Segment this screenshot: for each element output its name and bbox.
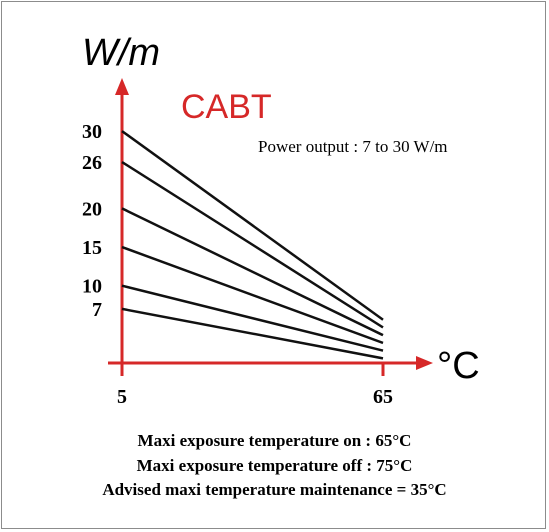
series-line-26 <box>121 160 384 329</box>
series-line-15 <box>121 245 384 345</box>
series-line-30 <box>121 130 384 321</box>
caption-maintenance: Advised maxi temperature maintenance = 3… <box>102 480 447 499</box>
y-tick-label: 26 <box>82 152 102 174</box>
y-tick-label: 15 <box>82 237 102 259</box>
series-line-7 <box>121 307 384 360</box>
power-output-annotation: Power output : 7 to 30 W/m <box>258 137 448 156</box>
y-tick-label: 7 <box>92 299 102 321</box>
y-tick-label: 20 <box>82 198 102 220</box>
caption-exposure-on: Maxi exposure temperature on : 65°C <box>137 431 412 450</box>
series-line-20 <box>121 207 384 337</box>
x-axis-arrowhead <box>416 356 433 370</box>
series-line-10 <box>121 284 384 352</box>
y-tick-label: 30 <box>82 121 102 143</box>
x-tick-label: 5 <box>117 386 127 408</box>
x-tick-label: 65 <box>373 386 393 408</box>
y-axis-arrowhead <box>115 78 129 95</box>
y-axis-label: W/m <box>82 32 160 74</box>
caption-exposure-off: Maxi exposure temperature off : 75°C <box>136 456 413 475</box>
y-tick-labels: 30 26 20 15 107 <box>82 121 102 321</box>
x-axis-label: °C <box>437 345 480 387</box>
chart-title: CABT <box>181 88 272 126</box>
y-tick-label: 10 <box>82 276 102 298</box>
series-lines <box>121 130 384 360</box>
x-tick-labels: 5 65 <box>117 386 393 408</box>
